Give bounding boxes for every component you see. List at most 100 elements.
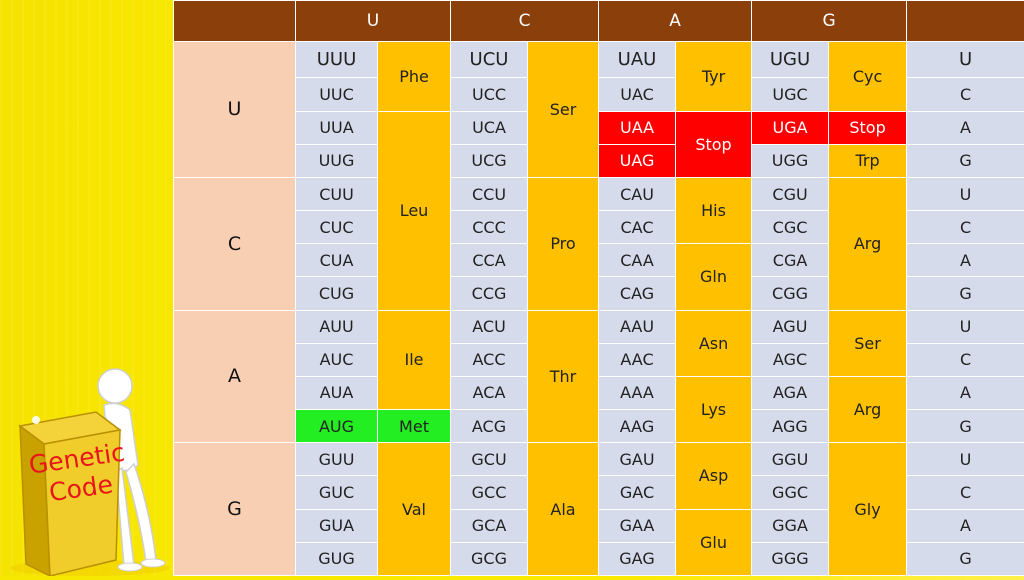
table-row: UUA Leu UCA UAA Stop UGA Stop A (174, 111, 1024, 144)
codon-cell: CCC (451, 211, 528, 244)
codon-cell: GCU (451, 443, 528, 476)
codon-cell: CUG (296, 277, 378, 310)
first-base-a: A (174, 310, 296, 443)
codon-cell: CGU (752, 177, 829, 210)
codon-cell: GUG (296, 542, 378, 575)
codon-cell: CCG (451, 277, 528, 310)
codon-cell: ACA (451, 376, 528, 409)
table-row: U UUU Phe UCU Ser UAU Tyr UGU Cyc U (174, 42, 1024, 78)
codon-cell: CGC (752, 211, 829, 244)
third-base-a: A (907, 244, 1024, 277)
amino-acid-gln: Gln (676, 244, 752, 310)
codon-cell: AGA (752, 376, 829, 409)
codon-cell: GGA (752, 509, 829, 542)
codon-cell: UUG (296, 144, 378, 177)
amino-acid-trp: Trp (829, 144, 907, 177)
codon-cell: GCC (451, 476, 528, 509)
amino-acid-arg: Arg (829, 177, 907, 310)
amino-acid-thr: Thr (528, 310, 599, 443)
codon-cell: UUU (296, 42, 378, 78)
codon-cell: GAG (599, 542, 676, 575)
codon-cell: GGG (752, 542, 829, 575)
amino-acid-met: Met (378, 410, 451, 443)
codon-cell: GCG (451, 542, 528, 575)
amino-acid-lys: Lys (676, 376, 752, 442)
codon-cell: UCA (451, 111, 528, 144)
header-corner-right (907, 1, 1024, 42)
codon-cell: GAC (599, 476, 676, 509)
codon-cell: UCU (451, 42, 528, 78)
codon-cell: GUU (296, 443, 378, 476)
codon-cell: GGU (752, 443, 829, 476)
codon-cell: UAU (599, 42, 676, 78)
codon-cell: AAA (599, 376, 676, 409)
third-base-g: G (907, 144, 1024, 177)
third-base-a: A (907, 376, 1024, 409)
third-base-u: U (907, 177, 1024, 210)
amino-acid-tyr: Tyr (676, 42, 752, 112)
third-base-g: G (907, 410, 1024, 443)
amino-acid-his: His (676, 177, 752, 243)
codon-cell: CUA (296, 244, 378, 277)
codon-cell: CGA (752, 244, 829, 277)
header-second-base-g: G (752, 1, 907, 42)
genetic-code-table: U C A G U UUU Phe UCU Ser UAU Tyr UGU Cy… (173, 0, 1024, 576)
third-base-c: C (907, 476, 1024, 509)
codon-cell: UCG (451, 144, 528, 177)
start-codon-cell: AUG (296, 410, 378, 443)
codon-cell: AGC (752, 343, 829, 376)
amino-acid-pro: Pro (528, 177, 599, 310)
amino-acid-stop-uga: Stop (829, 111, 907, 144)
codon-cell: CAU (599, 177, 676, 210)
codon-cell: AAC (599, 343, 676, 376)
codon-cell: UAC (599, 78, 676, 111)
codon-cell: CUC (296, 211, 378, 244)
third-base-c: C (907, 78, 1024, 111)
codon-cell: AGU (752, 310, 829, 343)
stop-codon-cell: UGA (752, 111, 829, 144)
third-base-g: G (907, 277, 1024, 310)
codon-cell: UUA (296, 111, 378, 144)
amino-acid-asn: Asn (676, 310, 752, 376)
codon-cell: GCA (451, 509, 528, 542)
codon-cell: AAG (599, 410, 676, 443)
codon-cell: AUA (296, 376, 378, 409)
table-row: AUA ACA AAA Lys AGA Arg A (174, 376, 1024, 409)
amino-acid-arg-ag: Arg (829, 376, 907, 442)
header-second-base-c: C (451, 1, 599, 42)
codon-cell: CGG (752, 277, 829, 310)
codon-cell: CAA (599, 244, 676, 277)
header-row: U C A G (174, 1, 1024, 42)
third-base-u: U (907, 310, 1024, 343)
codon-cell: ACC (451, 343, 528, 376)
codon-cell: AUU (296, 310, 378, 343)
amino-acid-ser-ag: Ser (829, 310, 907, 376)
codon-cell: GAU (599, 443, 676, 476)
first-base-u: U (174, 42, 296, 178)
codon-cell: GUA (296, 509, 378, 542)
amino-acid-ala: Ala (528, 443, 599, 576)
third-base-u: U (907, 42, 1024, 78)
third-base-a: A (907, 509, 1024, 542)
codon-cell: AAU (599, 310, 676, 343)
table-row: A AUU Ile ACU Thr AAU Asn AGU Ser U (174, 310, 1024, 343)
first-base-c: C (174, 177, 296, 310)
header-corner-left (174, 1, 296, 42)
third-base-u: U (907, 443, 1024, 476)
first-base-g: G (174, 443, 296, 576)
genetic-code-mascot: Genetic Code (0, 360, 175, 576)
third-base-a: A (907, 111, 1024, 144)
codon-cell: GUC (296, 476, 378, 509)
codon-cell: UUC (296, 78, 378, 111)
amino-acid-stop: Stop (676, 111, 752, 177)
codon-cell: UGG (752, 144, 829, 177)
codon-cell: UGC (752, 78, 829, 111)
amino-acid-val: Val (378, 443, 451, 576)
third-base-c: C (907, 343, 1024, 376)
table-row: UUG UCG UAG UGG Trp G (174, 144, 1024, 177)
table-row: G GUU Val GCU Ala GAU Asp GGU Gly U (174, 443, 1024, 476)
codon-cell: AGG (752, 410, 829, 443)
codon-cell: AUC (296, 343, 378, 376)
codon-cell: CCA (451, 244, 528, 277)
codon-cell: GGC (752, 476, 829, 509)
